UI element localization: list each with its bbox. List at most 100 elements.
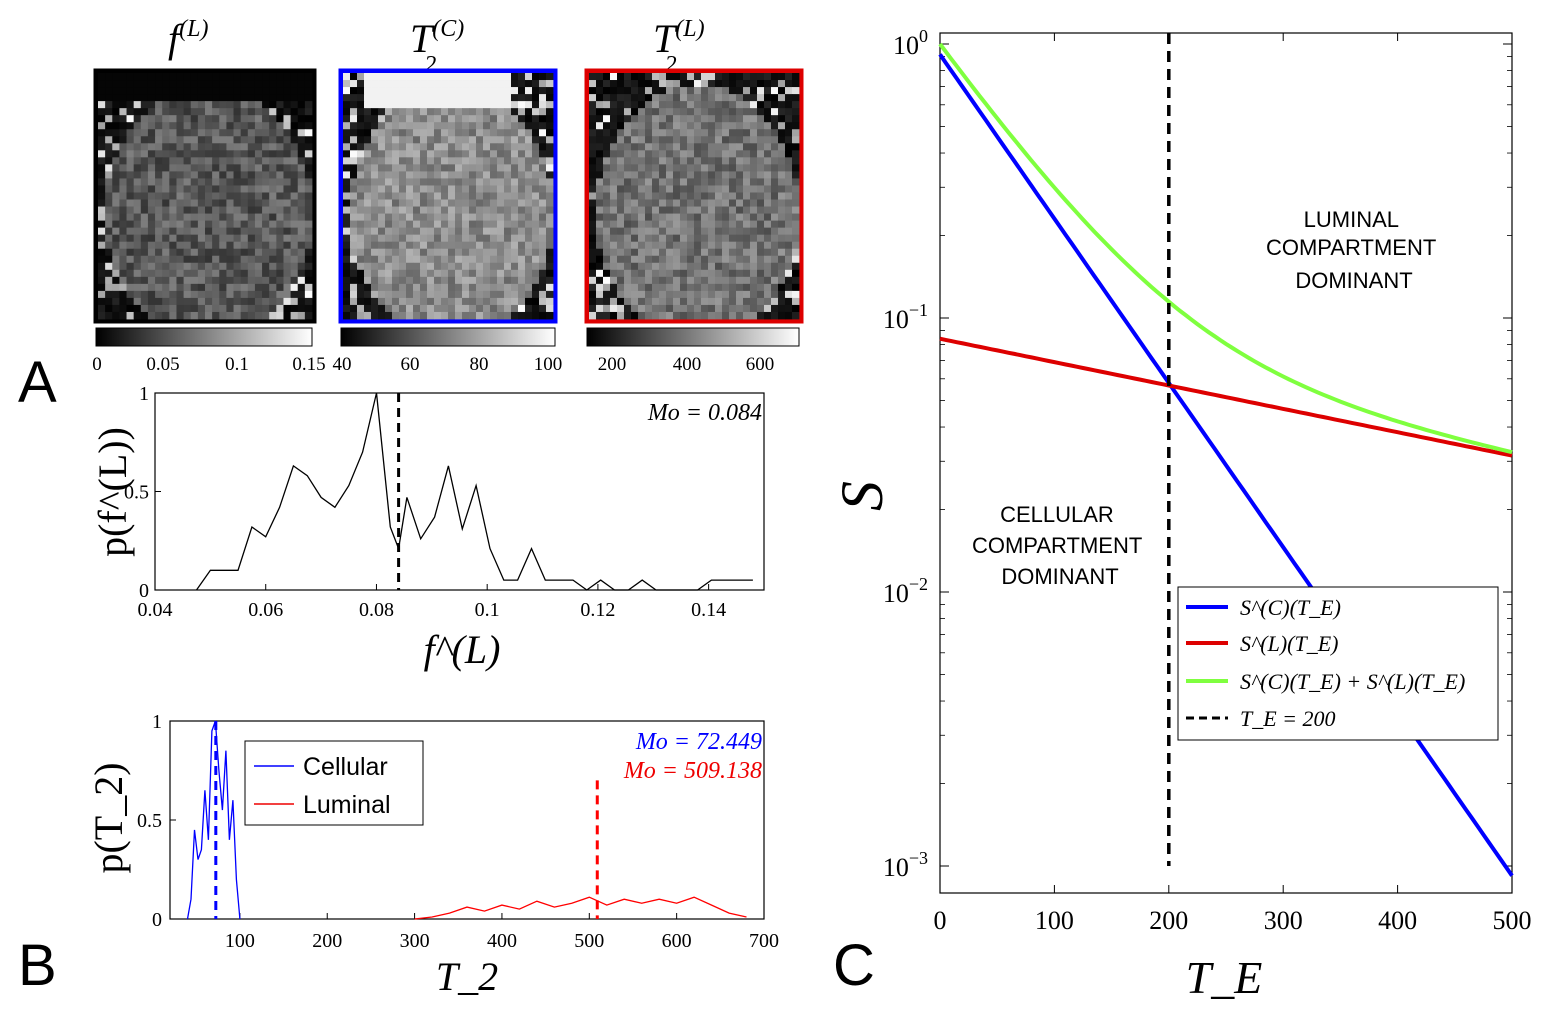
map-pixel (673, 80, 681, 88)
map-pixel (518, 178, 526, 186)
map-pixel (378, 290, 386, 299)
map-pixel (371, 94, 379, 102)
map-pixel (666, 171, 674, 179)
map-pixel (205, 248, 213, 257)
map-pixel (743, 101, 751, 109)
map-pixel (694, 136, 702, 144)
map-pixel (378, 199, 386, 207)
map-pixel (525, 178, 533, 186)
map-pixel (483, 73, 491, 81)
map-pixel (364, 255, 372, 264)
map-pixel (155, 241, 163, 250)
map-pixel (652, 234, 660, 243)
map-pixel (652, 87, 660, 95)
map-pixel (247, 234, 256, 243)
map-pixel (226, 262, 234, 271)
map-pixel (729, 87, 737, 95)
map-pixel (722, 143, 730, 151)
map-pixel (364, 157, 372, 165)
map-pixel (133, 73, 142, 81)
map-pixel (694, 276, 702, 285)
map-pixel (297, 87, 306, 95)
map-pixel (532, 220, 540, 229)
map-pixel (226, 276, 234, 285)
map-pixel (212, 290, 220, 299)
map-pixel (205, 101, 213, 109)
map-pixel (105, 178, 113, 186)
map-pixel (343, 94, 351, 102)
map-pixel (197, 122, 206, 130)
map-pixel (226, 129, 234, 137)
map-pixel (240, 143, 249, 151)
map-pixel (441, 171, 449, 179)
map-pixel (448, 178, 456, 186)
map-pixel (729, 94, 737, 102)
map-pixel (427, 171, 435, 179)
map-pixel (176, 87, 184, 95)
map-pixel (617, 304, 625, 313)
map-pixel (212, 108, 220, 116)
map-pixel (596, 185, 604, 193)
map-pixel (532, 143, 540, 151)
map-pixel (652, 269, 660, 278)
map-pixel (350, 283, 358, 292)
map-pixel (603, 297, 611, 306)
map-pixel (504, 185, 512, 193)
map-pixel (490, 108, 498, 116)
map-pixel (304, 136, 313, 144)
map-pixel (219, 108, 227, 116)
map-pixel (589, 157, 597, 165)
map-pixel (378, 87, 386, 95)
map-pixel (105, 276, 113, 285)
map-pixel (197, 178, 206, 186)
map-pixel (497, 136, 505, 144)
map-pixel (105, 234, 113, 243)
map-pixel (701, 87, 709, 95)
map-pixel (666, 80, 674, 88)
map-pixel (638, 199, 646, 207)
y-tick-label: 10−1 (883, 300, 928, 334)
map-pixel (233, 220, 242, 229)
map-pixel (343, 311, 351, 320)
map-pixel (283, 136, 291, 144)
map-pixel (147, 185, 156, 193)
map-pixel (427, 227, 435, 236)
map-pixel (743, 234, 751, 243)
map-pixel (504, 297, 512, 306)
map-pixel (624, 311, 632, 320)
map-pixel (176, 276, 184, 285)
map-pixel (631, 262, 639, 271)
map-pixel (701, 206, 709, 214)
map-pixel (638, 136, 646, 144)
map-pixel (771, 262, 779, 271)
map-pixel (304, 150, 313, 158)
map-pixel (764, 94, 772, 102)
map-pixel (304, 297, 313, 306)
map-pixel (652, 241, 660, 250)
map-pixel (673, 304, 681, 313)
map-pixel (511, 206, 519, 214)
map-pixel (638, 262, 646, 271)
map-pixel (406, 94, 414, 102)
map-pixel (701, 150, 709, 158)
map-pixel (701, 115, 709, 123)
map-pixel (469, 143, 477, 151)
map-pixel (771, 311, 779, 320)
map-pixel (119, 276, 127, 285)
map-pixel (197, 87, 206, 95)
map-pixel (392, 101, 400, 109)
map-pixel (687, 269, 695, 278)
map-pixel (785, 136, 793, 144)
map-pixel (350, 108, 358, 116)
map-pixel (518, 115, 526, 123)
map-pixel (262, 94, 270, 102)
map-pixel (269, 185, 277, 193)
map-pixel (687, 150, 695, 158)
map-pixel (610, 241, 618, 250)
map-pixel (357, 150, 365, 158)
map-pixel (364, 234, 372, 243)
map-pixel (283, 178, 291, 186)
map-pixel (247, 171, 256, 179)
map-pixel (764, 241, 772, 250)
map-pixel (603, 290, 611, 299)
